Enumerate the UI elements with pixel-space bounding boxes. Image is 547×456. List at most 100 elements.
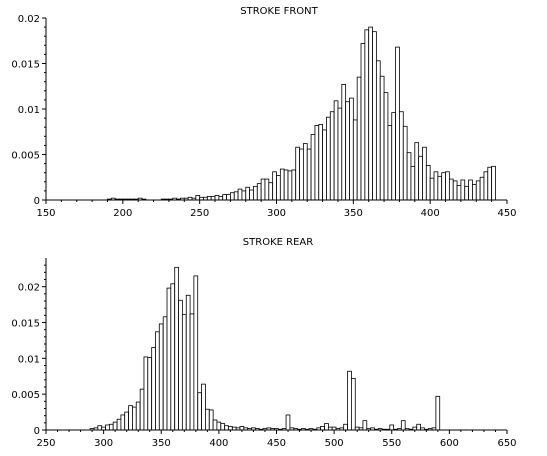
stroke-rear-bar xyxy=(204,408,210,431)
stroke-front-bar xyxy=(314,124,320,201)
stroke-front-x-tick-label: 150 xyxy=(36,208,55,219)
stroke-front-bar xyxy=(406,152,412,201)
stroke-front-bar xyxy=(395,46,400,201)
stroke-rear-x-tick-label: 350 xyxy=(152,438,171,449)
stroke-front-bar xyxy=(283,169,289,201)
stroke-front-x-tick-label: 450 xyxy=(497,208,516,219)
stroke-front-bar xyxy=(345,101,350,201)
stroke-front-bar xyxy=(287,170,293,201)
stroke-rear-bar xyxy=(193,275,199,431)
stroke-front-bar xyxy=(475,180,481,201)
stroke-front-bar xyxy=(264,178,270,201)
stroke-rear-bar xyxy=(220,423,226,431)
stroke-rear-bar xyxy=(347,370,352,431)
stroke-rear-bar xyxy=(435,395,441,431)
stroke-rear-bar xyxy=(166,287,172,431)
stroke-front-bar xyxy=(487,166,493,201)
stroke-rear-x-tick-label: 250 xyxy=(36,438,55,449)
stroke-front-bar xyxy=(322,129,327,201)
stroke-front-bar xyxy=(210,195,216,201)
stroke-front-bar xyxy=(414,142,420,201)
stroke-front-bar xyxy=(468,179,473,201)
stroke-front-x-tick-label: 300 xyxy=(267,208,286,219)
stroke-front-bar xyxy=(452,180,458,201)
stroke-front-bar xyxy=(491,165,496,201)
stroke-front-bar xyxy=(245,186,251,201)
stroke-front-histogram: STROKE FRONT 150 200 250 300 350 400 450 0 0.005… xyxy=(11,6,516,219)
stroke-front-bar xyxy=(195,195,201,201)
stroke-front-bar xyxy=(233,191,239,201)
stroke-front-y-tick-label: 0.01 xyxy=(18,105,40,116)
stroke-rear-bar xyxy=(228,426,233,431)
stroke-front-bar xyxy=(291,169,297,201)
stroke-rear-bar xyxy=(116,418,122,431)
stroke-front-bar xyxy=(472,184,477,201)
stroke-rear-bar xyxy=(285,414,291,431)
stroke-front-bar xyxy=(256,183,262,201)
stroke-rear-y-tick-label: 0.015 xyxy=(11,319,40,330)
stroke-front-bar xyxy=(295,146,300,201)
stroke-rear-x-tick-label: 550 xyxy=(382,438,401,449)
stroke-front-bar xyxy=(445,171,450,201)
stroke-rear-bar xyxy=(362,420,368,431)
stroke-front-bar xyxy=(387,124,393,201)
stroke-front-y-tick-label: 0.015 xyxy=(11,60,40,71)
stroke-front-bar xyxy=(337,107,343,201)
stroke-rear-bar xyxy=(124,411,129,431)
stroke-front-bar xyxy=(399,111,404,201)
stroke-front-y-tick-label: 0 xyxy=(34,196,40,207)
stroke-rear-bar xyxy=(132,406,137,431)
stroke-front-bar xyxy=(299,148,304,201)
stroke-rear-bar xyxy=(416,423,422,431)
stroke-front-bar xyxy=(272,171,277,201)
stroke-rear-bar xyxy=(147,357,153,431)
stroke-front-bar xyxy=(352,119,358,201)
stroke-rear-bar xyxy=(343,423,348,431)
stroke-front-bar xyxy=(402,125,408,201)
stroke-front-bar xyxy=(302,143,308,201)
stroke-rear-bar xyxy=(162,316,168,431)
stroke-front-bar xyxy=(214,195,220,201)
stroke-front-y-tick-label: 0.02 xyxy=(18,14,40,25)
stroke-rear-bar xyxy=(143,356,149,431)
stroke-front-bar xyxy=(349,97,354,201)
stroke-rear-x-tick-label: 650 xyxy=(497,438,516,449)
stroke-front-bar xyxy=(253,185,258,201)
stroke-rear-bar xyxy=(320,426,325,431)
stroke-front-bar xyxy=(226,194,231,201)
stroke-front-bar xyxy=(268,182,274,201)
stroke-front-y-tick-label: 0.005 xyxy=(11,151,40,162)
stroke-rear-bar xyxy=(178,299,183,431)
stroke-front-bar xyxy=(448,178,454,201)
stroke-front-bar xyxy=(237,188,243,201)
stroke-front-bar xyxy=(479,176,485,201)
stroke-front-bar xyxy=(341,84,347,201)
stroke-rear-bar xyxy=(212,419,218,431)
stroke-front-bar xyxy=(418,155,423,201)
stroke-rear-bar xyxy=(128,405,133,431)
stroke-front-bar xyxy=(329,111,335,201)
stroke-front-bar xyxy=(326,116,331,201)
stroke-front-x-tick-label: 200 xyxy=(113,208,132,219)
stroke-front-bar xyxy=(433,171,439,201)
stroke-rear-bar xyxy=(208,409,214,431)
stroke-front-bar xyxy=(375,60,381,201)
stroke-front-bar xyxy=(383,92,389,201)
stroke-rear-bar xyxy=(224,425,229,431)
stroke-front-bar xyxy=(391,112,396,201)
stroke-rear-bar xyxy=(108,423,114,431)
stroke-rear-bar xyxy=(351,377,356,431)
stroke-front-bar xyxy=(249,189,254,201)
stroke-rear-bar xyxy=(239,426,245,431)
stroke-front-bar xyxy=(464,185,469,201)
stroke-rear-bar xyxy=(174,266,179,431)
stroke-rear-bar xyxy=(324,423,329,431)
stroke-rear-title: STROKE REAR xyxy=(243,237,313,248)
stroke-front-bar xyxy=(410,165,416,201)
stroke-front-bar xyxy=(360,43,366,201)
stroke-rear-bar xyxy=(201,383,206,431)
stroke-rear-x-tick-label: 450 xyxy=(267,438,286,449)
stroke-rear-x-tick-label: 600 xyxy=(440,438,459,449)
stroke-front-bar xyxy=(218,195,224,201)
